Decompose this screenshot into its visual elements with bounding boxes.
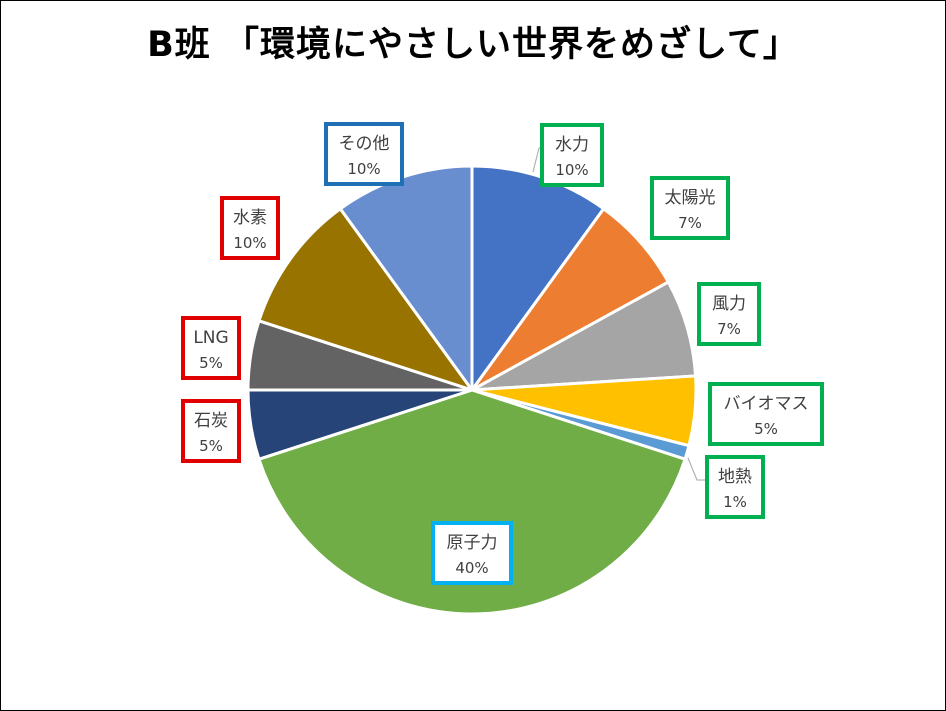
slice-label: 地熱 1% [705, 455, 765, 519]
label-box [181, 316, 241, 380]
label-box [705, 455, 765, 519]
label-box [650, 176, 730, 240]
slice-label-value: 7% [717, 320, 741, 338]
slice-label: LNG 5% [181, 316, 241, 380]
chart-title: B班 「環境にやさしい世界をめざして」 [147, 25, 799, 65]
slice-label-value: 10% [347, 160, 380, 178]
slice-label: 太陽光 7% [650, 176, 730, 240]
slice-label-name: 水力 [555, 135, 589, 155]
slice-label: 水素 10% [220, 196, 280, 260]
slice-label-value: 40% [455, 559, 488, 577]
pie-slice [257, 388, 687, 616]
slice-label-name: LNG [193, 328, 228, 348]
slice-label: バイオマス 5% [708, 382, 824, 446]
slice-label-value: 5% [199, 354, 223, 372]
slice-labels: 水力 10% 太陽光 7% 風力 7% バイオマス 5% 地熱 1% 原子力 40% 石炭 5% LNG 5%… [181, 122, 824, 585]
label-box [431, 521, 513, 585]
slice-label-value: 1% [723, 493, 747, 511]
slice-label: 原子力 40% [431, 521, 513, 585]
slice-label-value: 10% [555, 161, 588, 179]
slice-label-value: 10% [233, 234, 266, 252]
label-box [540, 123, 604, 187]
slice-label-name: 石炭 [194, 411, 228, 431]
label-box [697, 282, 761, 346]
leader-line [687, 457, 707, 481]
slice-label: 石炭 5% [181, 399, 241, 463]
slice-label-name: 風力 [712, 294, 746, 314]
slice-label: その他 10% [324, 122, 404, 186]
slice-label-value: 7% [678, 214, 702, 232]
slice-label: 風力 7% [697, 282, 761, 346]
slice-label: 水力 10% [540, 123, 604, 187]
pie-slice [257, 207, 474, 392]
label-box [324, 122, 404, 186]
slice-label-name: 水素 [233, 208, 267, 228]
slice-label-name: その他 [339, 134, 390, 154]
slice-label-value: 5% [199, 437, 223, 455]
pie-slices [246, 164, 698, 616]
label-box [220, 196, 280, 260]
slice-label-name: 太陽光 [665, 188, 716, 208]
label-box [708, 382, 824, 446]
slice-label-value: 5% [754, 420, 778, 438]
label-box [181, 399, 241, 463]
slice-label-name: 原子力 [447, 533, 498, 553]
slice-label-name: バイオマス [724, 394, 809, 414]
slice-label-name: 地熱 [718, 467, 752, 487]
